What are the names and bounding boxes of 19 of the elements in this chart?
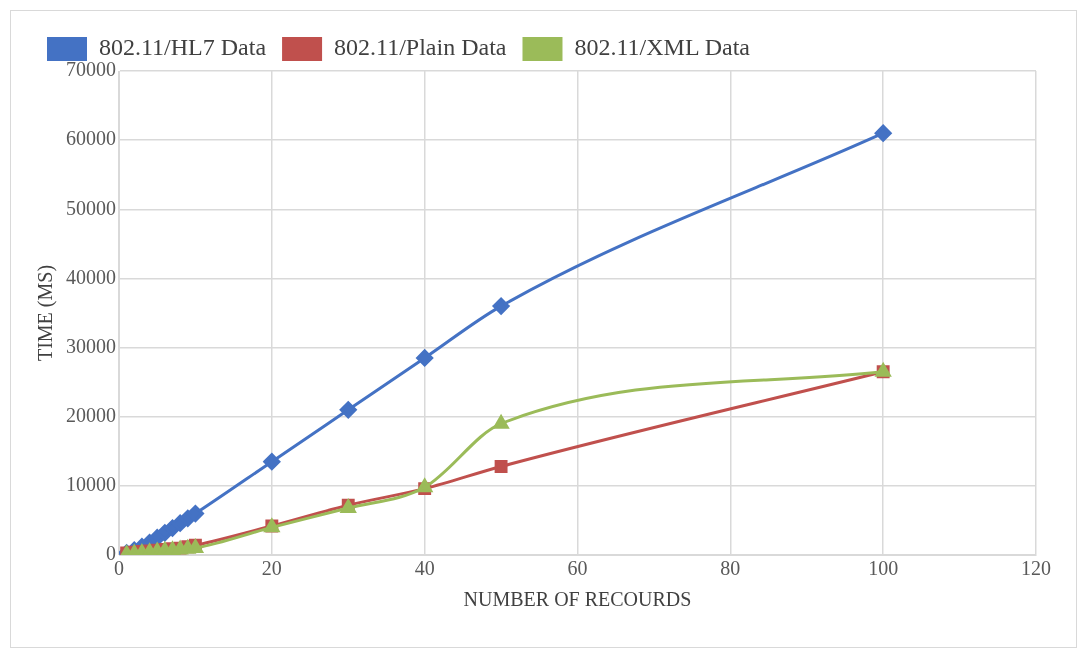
y-tick-label: 40000 [66, 265, 116, 288]
y-tick-label: 50000 [66, 196, 116, 219]
x-axis-title: NUMBER OF RECOURDS [463, 588, 692, 611]
legend-label: 802.11/XML Data [574, 34, 751, 61]
y-tick-label: 0 [106, 542, 116, 565]
x-tick-label: 100 [868, 557, 899, 580]
x-tick-label: 80 [720, 557, 741, 580]
legend-label: 802.11/HL7 Data [99, 34, 267, 61]
x-tick-label: 40 [414, 557, 435, 580]
y-tick-label: 30000 [66, 334, 116, 357]
y-axis-title: TIME (MS) [34, 264, 58, 362]
x-tick-label: 20 [261, 557, 282, 580]
x-tick-label: 60 [567, 557, 588, 580]
y-tick-label: 60000 [66, 127, 116, 150]
y-tick-label: 70000 [66, 58, 116, 81]
y-tick-label: 10000 [66, 473, 116, 496]
y-tick-label: 20000 [66, 403, 116, 426]
legend-label: 802.11/Plain Data [334, 34, 507, 61]
x-tick-label: 120 [1021, 557, 1051, 580]
